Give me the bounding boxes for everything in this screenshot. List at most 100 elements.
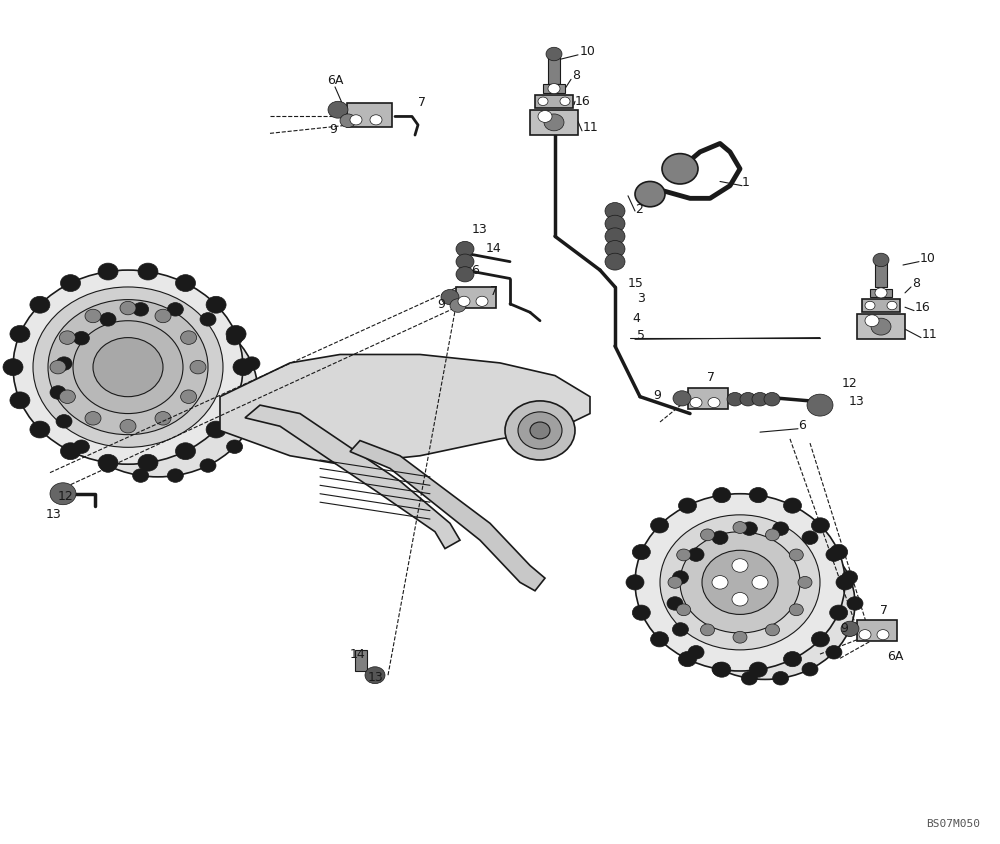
Circle shape bbox=[206, 296, 226, 313]
Circle shape bbox=[73, 332, 89, 345]
Circle shape bbox=[200, 459, 216, 473]
Circle shape bbox=[859, 630, 871, 640]
Circle shape bbox=[176, 274, 196, 291]
Circle shape bbox=[811, 518, 829, 533]
Circle shape bbox=[120, 301, 136, 315]
Circle shape bbox=[677, 549, 691, 561]
Circle shape bbox=[784, 652, 802, 667]
Circle shape bbox=[30, 421, 50, 438]
Text: 7: 7 bbox=[707, 371, 715, 385]
Circle shape bbox=[370, 115, 382, 125]
Circle shape bbox=[98, 454, 118, 471]
Bar bbox=[347, 103, 392, 127]
Bar bbox=[543, 84, 565, 93]
Bar bbox=[862, 299, 900, 312]
Circle shape bbox=[873, 253, 889, 267]
Circle shape bbox=[715, 561, 815, 646]
Circle shape bbox=[58, 308, 258, 477]
Bar bbox=[857, 314, 905, 339]
Bar bbox=[688, 388, 728, 409]
Text: 5: 5 bbox=[637, 329, 645, 343]
Circle shape bbox=[841, 621, 859, 636]
Bar bbox=[548, 55, 560, 84]
Circle shape bbox=[749, 662, 767, 677]
Circle shape bbox=[138, 454, 158, 471]
Text: 11: 11 bbox=[583, 121, 599, 134]
Circle shape bbox=[667, 597, 683, 610]
Circle shape bbox=[605, 215, 625, 232]
Circle shape bbox=[50, 360, 66, 374]
Circle shape bbox=[830, 544, 848, 560]
Circle shape bbox=[450, 299, 466, 312]
Circle shape bbox=[50, 386, 66, 399]
Circle shape bbox=[635, 181, 665, 207]
Circle shape bbox=[740, 392, 756, 406]
Circle shape bbox=[668, 576, 682, 588]
Circle shape bbox=[33, 287, 223, 447]
Circle shape bbox=[190, 360, 206, 374]
Circle shape bbox=[100, 459, 116, 473]
Circle shape bbox=[700, 529, 714, 541]
Circle shape bbox=[708, 398, 720, 408]
Circle shape bbox=[811, 631, 829, 647]
Circle shape bbox=[538, 111, 552, 122]
Circle shape bbox=[546, 47, 562, 61]
Circle shape bbox=[133, 371, 183, 414]
Text: 16: 16 bbox=[575, 95, 591, 108]
Circle shape bbox=[120, 419, 136, 433]
Text: 7: 7 bbox=[418, 95, 426, 109]
Circle shape bbox=[741, 522, 757, 535]
Circle shape bbox=[688, 646, 704, 659]
Circle shape bbox=[61, 274, 81, 291]
Circle shape bbox=[458, 296, 470, 306]
Circle shape bbox=[847, 597, 863, 610]
Circle shape bbox=[802, 531, 818, 544]
Circle shape bbox=[626, 575, 644, 590]
Circle shape bbox=[678, 498, 696, 513]
Circle shape bbox=[887, 301, 897, 310]
Circle shape bbox=[651, 518, 669, 533]
Circle shape bbox=[700, 624, 714, 636]
Circle shape bbox=[605, 203, 625, 219]
Circle shape bbox=[842, 571, 858, 584]
Circle shape bbox=[206, 421, 226, 438]
Polygon shape bbox=[245, 405, 460, 549]
Circle shape bbox=[441, 289, 459, 305]
Text: 13: 13 bbox=[472, 223, 488, 236]
Circle shape bbox=[538, 97, 548, 106]
Circle shape bbox=[3, 359, 23, 376]
Text: 6: 6 bbox=[471, 264, 479, 278]
Circle shape bbox=[155, 309, 171, 322]
Text: 4: 4 bbox=[632, 312, 640, 326]
Circle shape bbox=[10, 392, 30, 408]
Circle shape bbox=[830, 605, 848, 620]
Circle shape bbox=[632, 544, 650, 560]
Circle shape bbox=[530, 422, 550, 439]
Circle shape bbox=[784, 498, 802, 513]
Circle shape bbox=[56, 357, 72, 371]
Circle shape bbox=[226, 326, 246, 343]
Text: 10: 10 bbox=[580, 45, 596, 58]
Circle shape bbox=[244, 414, 260, 428]
Bar bbox=[857, 620, 897, 641]
Circle shape bbox=[732, 559, 748, 572]
Circle shape bbox=[842, 623, 858, 636]
Circle shape bbox=[662, 154, 698, 184]
Circle shape bbox=[677, 604, 691, 616]
Bar bbox=[870, 289, 892, 297]
Circle shape bbox=[752, 576, 768, 589]
Circle shape bbox=[48, 300, 208, 435]
Text: 8: 8 bbox=[572, 69, 580, 83]
Circle shape bbox=[798, 576, 812, 588]
Circle shape bbox=[60, 443, 80, 460]
Circle shape bbox=[133, 468, 149, 482]
Circle shape bbox=[688, 548, 704, 561]
Circle shape bbox=[56, 414, 72, 428]
Circle shape bbox=[826, 646, 842, 659]
Circle shape bbox=[167, 468, 183, 482]
Circle shape bbox=[605, 228, 625, 245]
Circle shape bbox=[826, 548, 842, 561]
Circle shape bbox=[328, 101, 348, 118]
Circle shape bbox=[200, 312, 216, 326]
Circle shape bbox=[98, 342, 218, 443]
